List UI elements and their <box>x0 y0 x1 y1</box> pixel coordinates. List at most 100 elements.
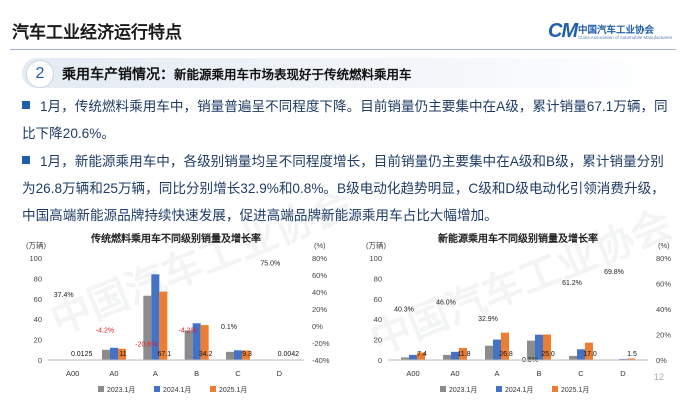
legend-swatch <box>440 386 446 392</box>
legend-label: 2023.1月 <box>107 386 135 394</box>
bar <box>200 325 209 360</box>
y2-tick-label: 40% <box>312 288 327 297</box>
section-title: 乘用车产销情况：新能源乘用车市场表现好于传统燃料乘用车 <box>62 64 412 84</box>
bar <box>159 291 168 360</box>
category-label: A <box>153 369 158 378</box>
bar <box>226 351 234 360</box>
category-label: A0 <box>450 369 459 378</box>
y2-tick-label: 20% <box>312 305 327 314</box>
category-label: D <box>277 369 283 378</box>
bar <box>401 357 409 360</box>
bar <box>501 332 509 360</box>
header-divider <box>10 49 676 50</box>
bar <box>102 349 110 360</box>
bar-value-label: 25.0 <box>541 351 555 358</box>
y-axis-label: (万辆) <box>366 240 386 250</box>
bar <box>417 352 425 360</box>
category-label: A00 <box>406 369 419 378</box>
growth-label: 46.0% <box>436 299 456 306</box>
y-tick-label: 80 <box>374 274 382 283</box>
bar-value-label: 11.8 <box>457 351 470 358</box>
legend-label: 2024.1月 <box>505 386 533 394</box>
bar <box>569 355 577 360</box>
bar-value-label: 9.3 <box>242 351 252 358</box>
logo-mark: CM <box>548 20 578 42</box>
y-tick-label: 20 <box>34 336 42 345</box>
bar <box>577 349 585 360</box>
logo-name-cn: 中国汽车工业协会 <box>578 25 655 36</box>
y2-tick-label: -40% <box>312 356 330 365</box>
section-bar <box>22 58 672 88</box>
legend-label: 2025.1月 <box>561 386 589 394</box>
bar <box>151 274 160 360</box>
ice-sales-chart: 传统燃料乘用车不同级别销量及增长率 (万辆) (%) 0 20 40 60 80 100 -40%… <box>26 232 330 394</box>
bar <box>143 295 152 360</box>
bar <box>543 334 551 360</box>
y-tick-label: 40 <box>374 315 382 324</box>
bar-value-label: 34.2 <box>199 351 213 358</box>
bullet-square-icon <box>22 156 30 164</box>
growth-label: 75.0% <box>260 260 280 267</box>
y-axis-label: (万辆) <box>26 240 46 250</box>
bullet-text: 1月，新能源乘用车中，各级别销量均呈不同程度增长，目前销量仍主要集中在A级和B级… <box>22 154 665 223</box>
y-tick-label: 20 <box>374 336 382 345</box>
growth-label: 0.1% <box>221 324 237 331</box>
legend-swatch <box>496 386 502 392</box>
bar <box>459 347 467 360</box>
bar <box>192 323 201 360</box>
bar-value-label: 0.0125 <box>71 351 93 358</box>
bar-value-label: 17.0 <box>583 351 597 358</box>
category-label: B <box>536 369 541 378</box>
y2-tick-label: 20% <box>656 331 671 340</box>
chart-title: 新能源乘用车不同级别销量及增长率 <box>438 232 598 245</box>
chart-title: 传统燃料乘用车不同级别销量及增长率 <box>90 232 261 245</box>
growth-label: -4.2% <box>179 328 197 335</box>
section-subtitle: 新能源乘用车市场表现好于传统燃料乘用车 <box>174 68 412 82</box>
y2-tick-label: 80% <box>656 254 671 263</box>
y-tick-label: 60 <box>34 295 42 304</box>
legend-label: 2025.1月 <box>219 386 247 394</box>
growth-label: -4.2% <box>96 328 114 335</box>
bar-value-label: 7.4 <box>417 351 427 358</box>
growth-label: 32.9% <box>478 316 498 323</box>
bar <box>409 354 417 360</box>
growth-label: 37.4% <box>54 292 74 299</box>
y2-tick-label: 60% <box>656 280 671 289</box>
legend-label: 2024.1月 <box>163 386 191 394</box>
legend-label: 2023.1月 <box>449 386 477 394</box>
growth-label: 69.8% <box>604 269 624 276</box>
growth-label: 40.3% <box>394 307 414 314</box>
y2-axis-label: (%) <box>658 241 670 250</box>
bullet-text: 1月，传统燃料乘用车中，销量普遍呈不同程度下降。目前销量仍主要集中在A级，累计销… <box>22 99 668 141</box>
nev-sales-chart: 新能源乘用车不同级别销量及增长率 (万辆) (%) 0 20 40 60 80 100 0% 20%… <box>366 232 671 394</box>
growth-label: -20.6% <box>135 342 157 349</box>
category-label: C <box>235 369 241 378</box>
y-tick-label: 60 <box>374 295 382 304</box>
y-tick-label: 0 <box>38 356 42 365</box>
bar <box>627 358 635 360</box>
bar <box>110 347 118 360</box>
y-tick-label: 80 <box>34 274 42 283</box>
growth-label: 61.2% <box>562 280 582 287</box>
legend-swatch <box>98 386 104 392</box>
bullet-item: 1月，新能源乘用车中，各级别销量均呈不同程度增长，目前销量仍主要集中在A级和B级… <box>22 148 672 229</box>
category-label: A <box>494 369 499 378</box>
bar <box>585 342 593 360</box>
section-number: 2 <box>26 60 54 88</box>
bar <box>242 350 250 360</box>
category-label: B <box>194 369 199 378</box>
page-number: 12 <box>654 372 665 382</box>
y-tick-label: 0 <box>378 356 382 365</box>
bullet-item: 1月，传统燃料乘用车中，销量普遍呈不同程度下降。目前销量仍主要集中在A级，累计销… <box>22 93 672 147</box>
y2-tick-label: 0% <box>656 356 667 365</box>
y2-tick-label: 40% <box>656 305 671 314</box>
section-title-main: 乘用车产销情况： <box>62 66 174 82</box>
y-tick-label: 40 <box>34 315 42 324</box>
legend-swatch <box>210 386 216 392</box>
y2-tick-label: -20% <box>312 339 330 348</box>
bar-value-label: 0.0042 <box>278 351 300 358</box>
y-tick-label: 100 <box>29 254 42 263</box>
bar-value-label: 67.1 <box>158 351 172 358</box>
page-title: 汽车工业经济运行特点 <box>12 23 182 42</box>
bar <box>443 354 451 360</box>
